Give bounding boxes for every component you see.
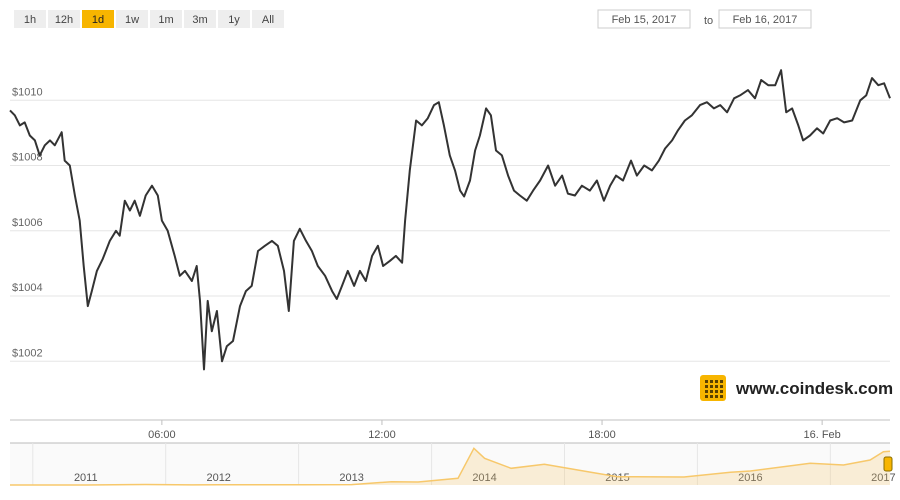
range-button[interactable] xyxy=(150,10,182,28)
x-tick-label: 12:00 xyxy=(368,429,396,441)
range-button-label[interactable]: 1h xyxy=(24,14,36,26)
navigator-tick-label: 2017 xyxy=(871,472,895,484)
range-button[interactable] xyxy=(218,10,250,28)
range-button-label[interactable]: 12h xyxy=(55,14,73,26)
date-to[interactable]: Feb 16, 2017 xyxy=(733,14,798,26)
range-button[interactable] xyxy=(48,10,80,28)
navigator-handle[interactable] xyxy=(883,456,893,472)
watermark: www.coindesk.com xyxy=(735,379,893,398)
range-button-label[interactable]: 1y xyxy=(228,14,240,26)
x-tick-label: 06:00 xyxy=(148,429,176,441)
range-button-label[interactable]: 1w xyxy=(125,14,139,26)
y-tick-label: $1010 xyxy=(12,86,43,98)
date-from[interactable]: Feb 15, 2017 xyxy=(612,14,677,26)
range-button-label[interactable]: 1d xyxy=(92,14,104,26)
navigator-tick-label: 2012 xyxy=(206,472,230,484)
range-button[interactable] xyxy=(252,10,284,28)
date-to-box[interactable] xyxy=(718,9,812,29)
range-button-label[interactable]: 3m xyxy=(192,14,207,26)
y-tick-label: $1004 xyxy=(12,282,43,294)
navigator-tick-label: 2016 xyxy=(738,472,762,484)
navigator-line xyxy=(10,447,891,486)
navigator-tick-label: 2014 xyxy=(472,472,496,484)
controls: 1h 12h 1d 1w 1m 3m 1y All xyxy=(14,10,284,28)
date-from-box[interactable] xyxy=(597,9,691,29)
range-button[interactable] xyxy=(14,10,46,28)
navigator-tick-label: 2011 xyxy=(74,472,98,484)
x-tick-label: 16. Feb xyxy=(803,429,840,441)
range-button[interactable] xyxy=(116,10,148,28)
navigator-bg xyxy=(10,443,890,485)
navigator-area xyxy=(10,448,890,485)
x-tick-label: 18:00 xyxy=(588,429,616,441)
y-tick-label: $1002 xyxy=(12,347,43,359)
logo-icon xyxy=(700,375,726,401)
range-button-label[interactable]: All xyxy=(262,14,274,26)
price-line xyxy=(9,69,891,371)
navigator-tick-label: 2013 xyxy=(339,472,363,484)
y-tick-label: $1008 xyxy=(12,152,43,164)
range-button-label[interactable]: 1m xyxy=(158,14,173,26)
y-tick-label: $1006 xyxy=(12,217,43,229)
date-to-label: to xyxy=(704,15,713,27)
range-button[interactable] xyxy=(82,10,114,28)
range-button[interactable] xyxy=(184,10,216,28)
